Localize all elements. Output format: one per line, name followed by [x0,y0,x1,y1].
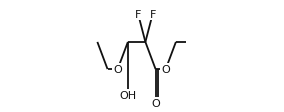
Text: F: F [135,10,141,19]
Text: O: O [161,65,170,74]
Text: F: F [150,10,156,19]
Text: O: O [151,98,160,108]
Text: OH: OH [119,90,136,100]
Text: O: O [113,65,122,74]
